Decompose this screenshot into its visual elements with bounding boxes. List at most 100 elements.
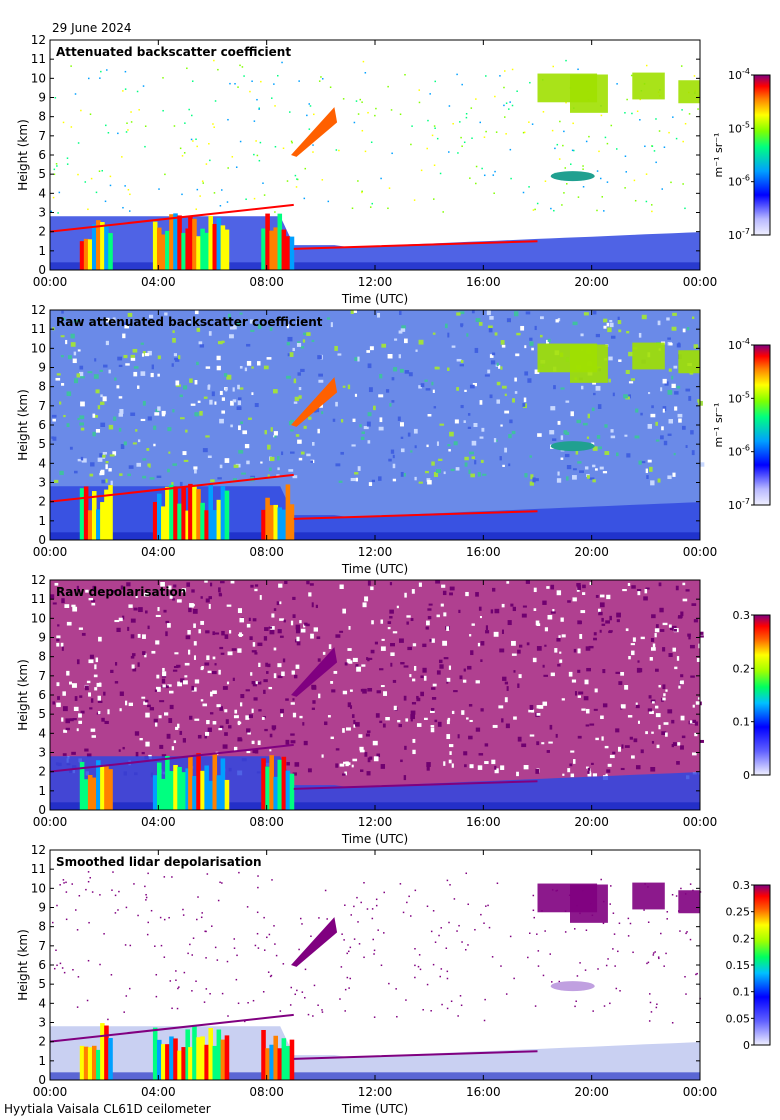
noise-speck [427,608,432,611]
noise-speck [57,320,62,324]
noise-speck [355,477,359,482]
noise-speck [269,629,275,635]
noise-speck [52,701,56,705]
noise-speck [398,330,403,334]
scatter-dot [62,879,65,881]
scatter-dot [70,65,72,67]
scatter-dot [375,898,378,901]
scatter-dot [459,995,462,997]
noise-speck [525,580,530,584]
cloud-column [96,220,101,270]
noise-speck [265,662,268,667]
noise-speck [239,617,245,623]
scatter-dot [104,200,107,203]
cloud-column [277,759,283,810]
noise-speck [292,596,296,600]
noise-speck [424,379,428,382]
scatter-dot [601,196,604,198]
noise-speck [173,584,177,588]
noise-speck [392,478,397,482]
cirrus-patch [632,72,665,100]
noise-speck [552,438,557,441]
noise-speck [60,355,64,358]
scatter-dot [344,988,347,991]
scatter-dot [645,173,648,175]
scatter-dot [312,1015,314,1017]
scatter-dot [56,165,58,167]
colorbar-tick-label: 10-4 [728,67,750,82]
scatter-dot [471,137,473,139]
noise-speck [90,728,96,732]
noise-speck [427,616,432,620]
y-tick-label: 7 [38,669,46,683]
noise-speck [598,611,603,616]
noise-speck [142,475,147,479]
panel-title: Raw depolarisation [56,585,186,599]
noise-speck [593,392,596,396]
scatter-dot [182,914,185,916]
noise-speck [120,585,124,590]
cloud-column [181,772,186,810]
noise-speck [137,439,141,443]
noise-speck [194,412,198,416]
noise-speck [251,392,254,396]
cloud-column [161,778,166,810]
noise-speck [628,655,631,660]
noise-speck [534,369,540,374]
noise-speck [123,354,128,359]
noise-speck [434,719,438,723]
noise-speck [114,377,117,381]
noise-speck [426,762,431,767]
noise-speck [312,441,315,446]
noise-speck [615,671,621,674]
noise-speck [448,449,451,452]
noise-speck [420,383,425,388]
cloud-column [104,489,109,540]
noise-speck [242,430,248,435]
scatter-dot [465,116,468,119]
scatter-dot [426,905,429,908]
scatter-dot [598,150,600,153]
noise-speck [172,669,178,672]
cloud-column [220,758,226,810]
noise-speck [79,365,84,370]
noise-speck [257,681,262,685]
noise-speck [241,472,246,475]
colorbar-unit: m⁻¹ sr⁻¹ [712,133,725,178]
noise-speck [77,417,81,421]
noise-speck [224,634,229,639]
scatter-dot [227,1015,229,1017]
noise-speck [464,764,467,768]
scatter-dot [296,178,299,181]
noise-speck [676,656,680,661]
noise-speck [392,679,397,683]
noise-speck [62,706,68,712]
noise-speck [431,461,435,466]
scatter-dot [206,873,209,875]
scatter-dot [503,104,505,107]
noise-speck [368,482,373,486]
noise-speck [272,389,278,394]
noise-speck [263,689,266,694]
y-tick-label: 4 [38,456,46,470]
scatter-dot [413,199,416,201]
noise-speck [194,679,200,684]
noise-speck [447,444,451,447]
scatter-dot [91,891,94,893]
noise-speck [200,620,205,625]
noise-speck [367,440,371,444]
noise-speck [71,751,76,755]
noise-speck [555,733,558,738]
scatter-dot [485,130,487,133]
noise-speck [132,348,138,353]
noise-speck [71,683,77,688]
noise-speck [171,746,175,751]
noise-speck [469,764,474,769]
scatter-dot [371,917,374,920]
noise-speck [133,371,138,377]
cloud-column [87,239,93,270]
noise-speck [141,751,145,755]
cloud-column [285,484,291,540]
scatter-dot [575,1000,577,1003]
scatter-dot [61,967,64,969]
